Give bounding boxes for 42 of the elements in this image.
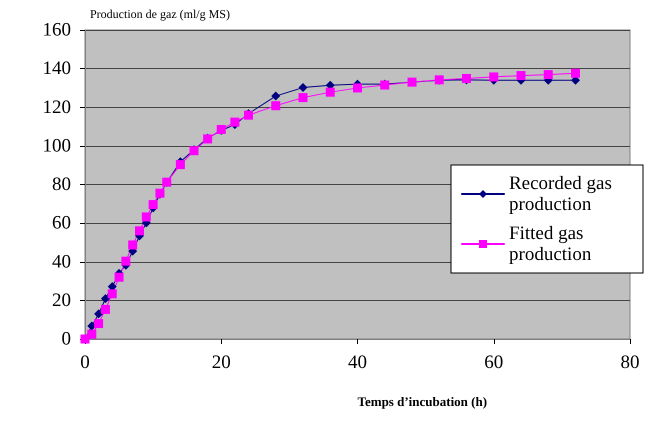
- y-tick-label: 40: [52, 251, 71, 272]
- point: [298, 93, 308, 102]
- y-tick-label: 20: [52, 290, 71, 311]
- point: [128, 240, 138, 250]
- y-tick-label: 0: [62, 328, 71, 350]
- point: [135, 226, 144, 236]
- y-tick-label: 120: [42, 96, 71, 118]
- point: [326, 88, 335, 97]
- y-tick-label: 140: [42, 58, 71, 80]
- point: [271, 101, 280, 110]
- x-tick-label: 40: [348, 352, 367, 373]
- x-tick-label: 60: [484, 352, 504, 373]
- point: [94, 319, 104, 328]
- point: [571, 68, 580, 78]
- point: [87, 330, 96, 339]
- point: [114, 272, 124, 282]
- y-tick-label: 160: [42, 20, 71, 40]
- point: [489, 72, 498, 82]
- y-axis-title: Production de gaz (ml/g MS): [90, 7, 230, 21]
- point: [94, 309, 104, 318]
- y-tick-label: 100: [42, 135, 71, 156]
- y-tick-label: 60: [52, 212, 71, 234]
- point: [176, 160, 185, 170]
- point: [148, 200, 158, 210]
- point: [121, 256, 130, 266]
- point: [298, 83, 308, 92]
- point: [271, 92, 280, 101]
- x-axis-title: Temps d’incubation (h): [357, 394, 488, 409]
- point: [544, 70, 553, 80]
- x-tick-label: 80: [620, 352, 640, 373]
- point: [100, 294, 110, 304]
- x-tick-label: 0: [80, 352, 90, 373]
- point: [230, 118, 240, 127]
- legend-label: Recorded gas production: [509, 173, 617, 215]
- point: [142, 212, 151, 222]
- x-tick-label: 20: [212, 352, 231, 373]
- y-tick-label: 80: [52, 174, 71, 195]
- legend-label: Fitted gas production: [509, 223, 592, 265]
- point: [516, 71, 526, 80]
- point: [108, 289, 117, 298]
- point: [100, 304, 110, 314]
- point: [353, 83, 362, 92]
